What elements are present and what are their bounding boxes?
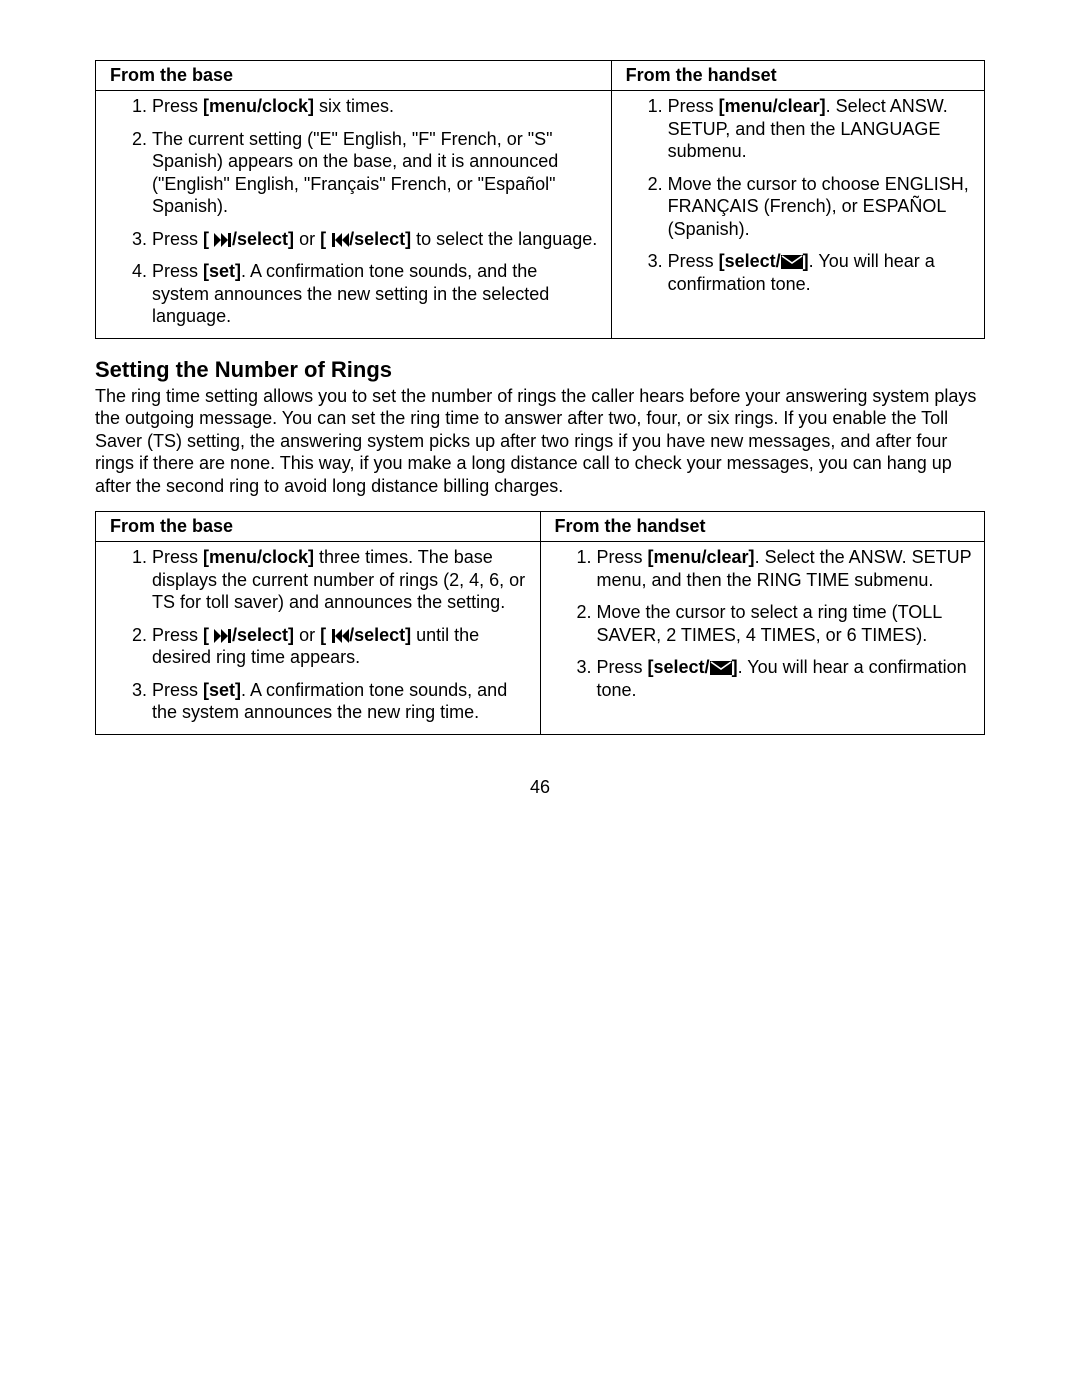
- body-paragraph: The ring time setting allows you to set …: [95, 385, 985, 498]
- language-table: From the base From the handset Press [me…: [95, 60, 985, 339]
- rewind-icon: [331, 629, 349, 643]
- table2-right-step-3: Press [select/]. You will hear a confirm…: [597, 656, 979, 701]
- rewind-icon: [331, 233, 349, 247]
- table1-left-step-3: Press [ /select] or [ /select] to select…: [152, 228, 605, 251]
- table2-left-step-3: Press [set]. A confirmation tone sounds,…: [152, 679, 534, 724]
- table1-cell-left: Press [menu/clock] six times. The current…: [96, 91, 612, 339]
- table1-left-step-2: The current setting ("E" English, "F" Fr…: [152, 128, 605, 218]
- fast-forward-icon: [214, 233, 232, 247]
- table1-header-left: From the base: [96, 61, 612, 91]
- table2-cell-left: Press [menu/clock] three times. The base…: [96, 542, 541, 735]
- table1-right-step-2: Move the cursor to choose ENGLISH, FRANÇ…: [668, 173, 978, 241]
- table1-right-step-1: Press [menu/clear]. Select ANSW. SETUP, …: [668, 95, 978, 163]
- table2-right-step-2: Move the cursor to select a ring time (T…: [597, 601, 979, 646]
- table1-header-right: From the handset: [611, 61, 984, 91]
- table2-left-step-1: Press [menu/clock] three times. The base…: [152, 546, 534, 614]
- table1-left-step-4: Press [set]. A confirmation tone sounds,…: [152, 260, 605, 328]
- envelope-icon: [781, 255, 803, 269]
- table2-right-step-1: Press [menu/clear]. Select the ANSW. SET…: [597, 546, 979, 591]
- envelope-icon: [710, 661, 732, 675]
- fast-forward-icon: [214, 629, 232, 643]
- page-number: 46: [95, 777, 985, 798]
- rings-table: From the base From the handset Press [me…: [95, 511, 985, 735]
- table2-header-right: From the handset: [540, 512, 985, 542]
- table1-left-step-1: Press [menu/clock] six times.: [152, 95, 605, 118]
- table2-cell-right: Press [menu/clear]. Select the ANSW. SET…: [540, 542, 985, 735]
- table1-right-step-3: Press [select/]. You will hear a confirm…: [668, 250, 978, 295]
- document-page: From the base From the handset Press [me…: [0, 0, 1080, 1397]
- section-heading: Setting the Number of Rings: [95, 357, 985, 383]
- table2-left-step-2: Press [ /select] or [ /select] until the…: [152, 624, 534, 669]
- table2-header-left: From the base: [96, 512, 541, 542]
- table1-cell-right: Press [menu/clear]. Select ANSW. SETUP, …: [611, 91, 984, 339]
